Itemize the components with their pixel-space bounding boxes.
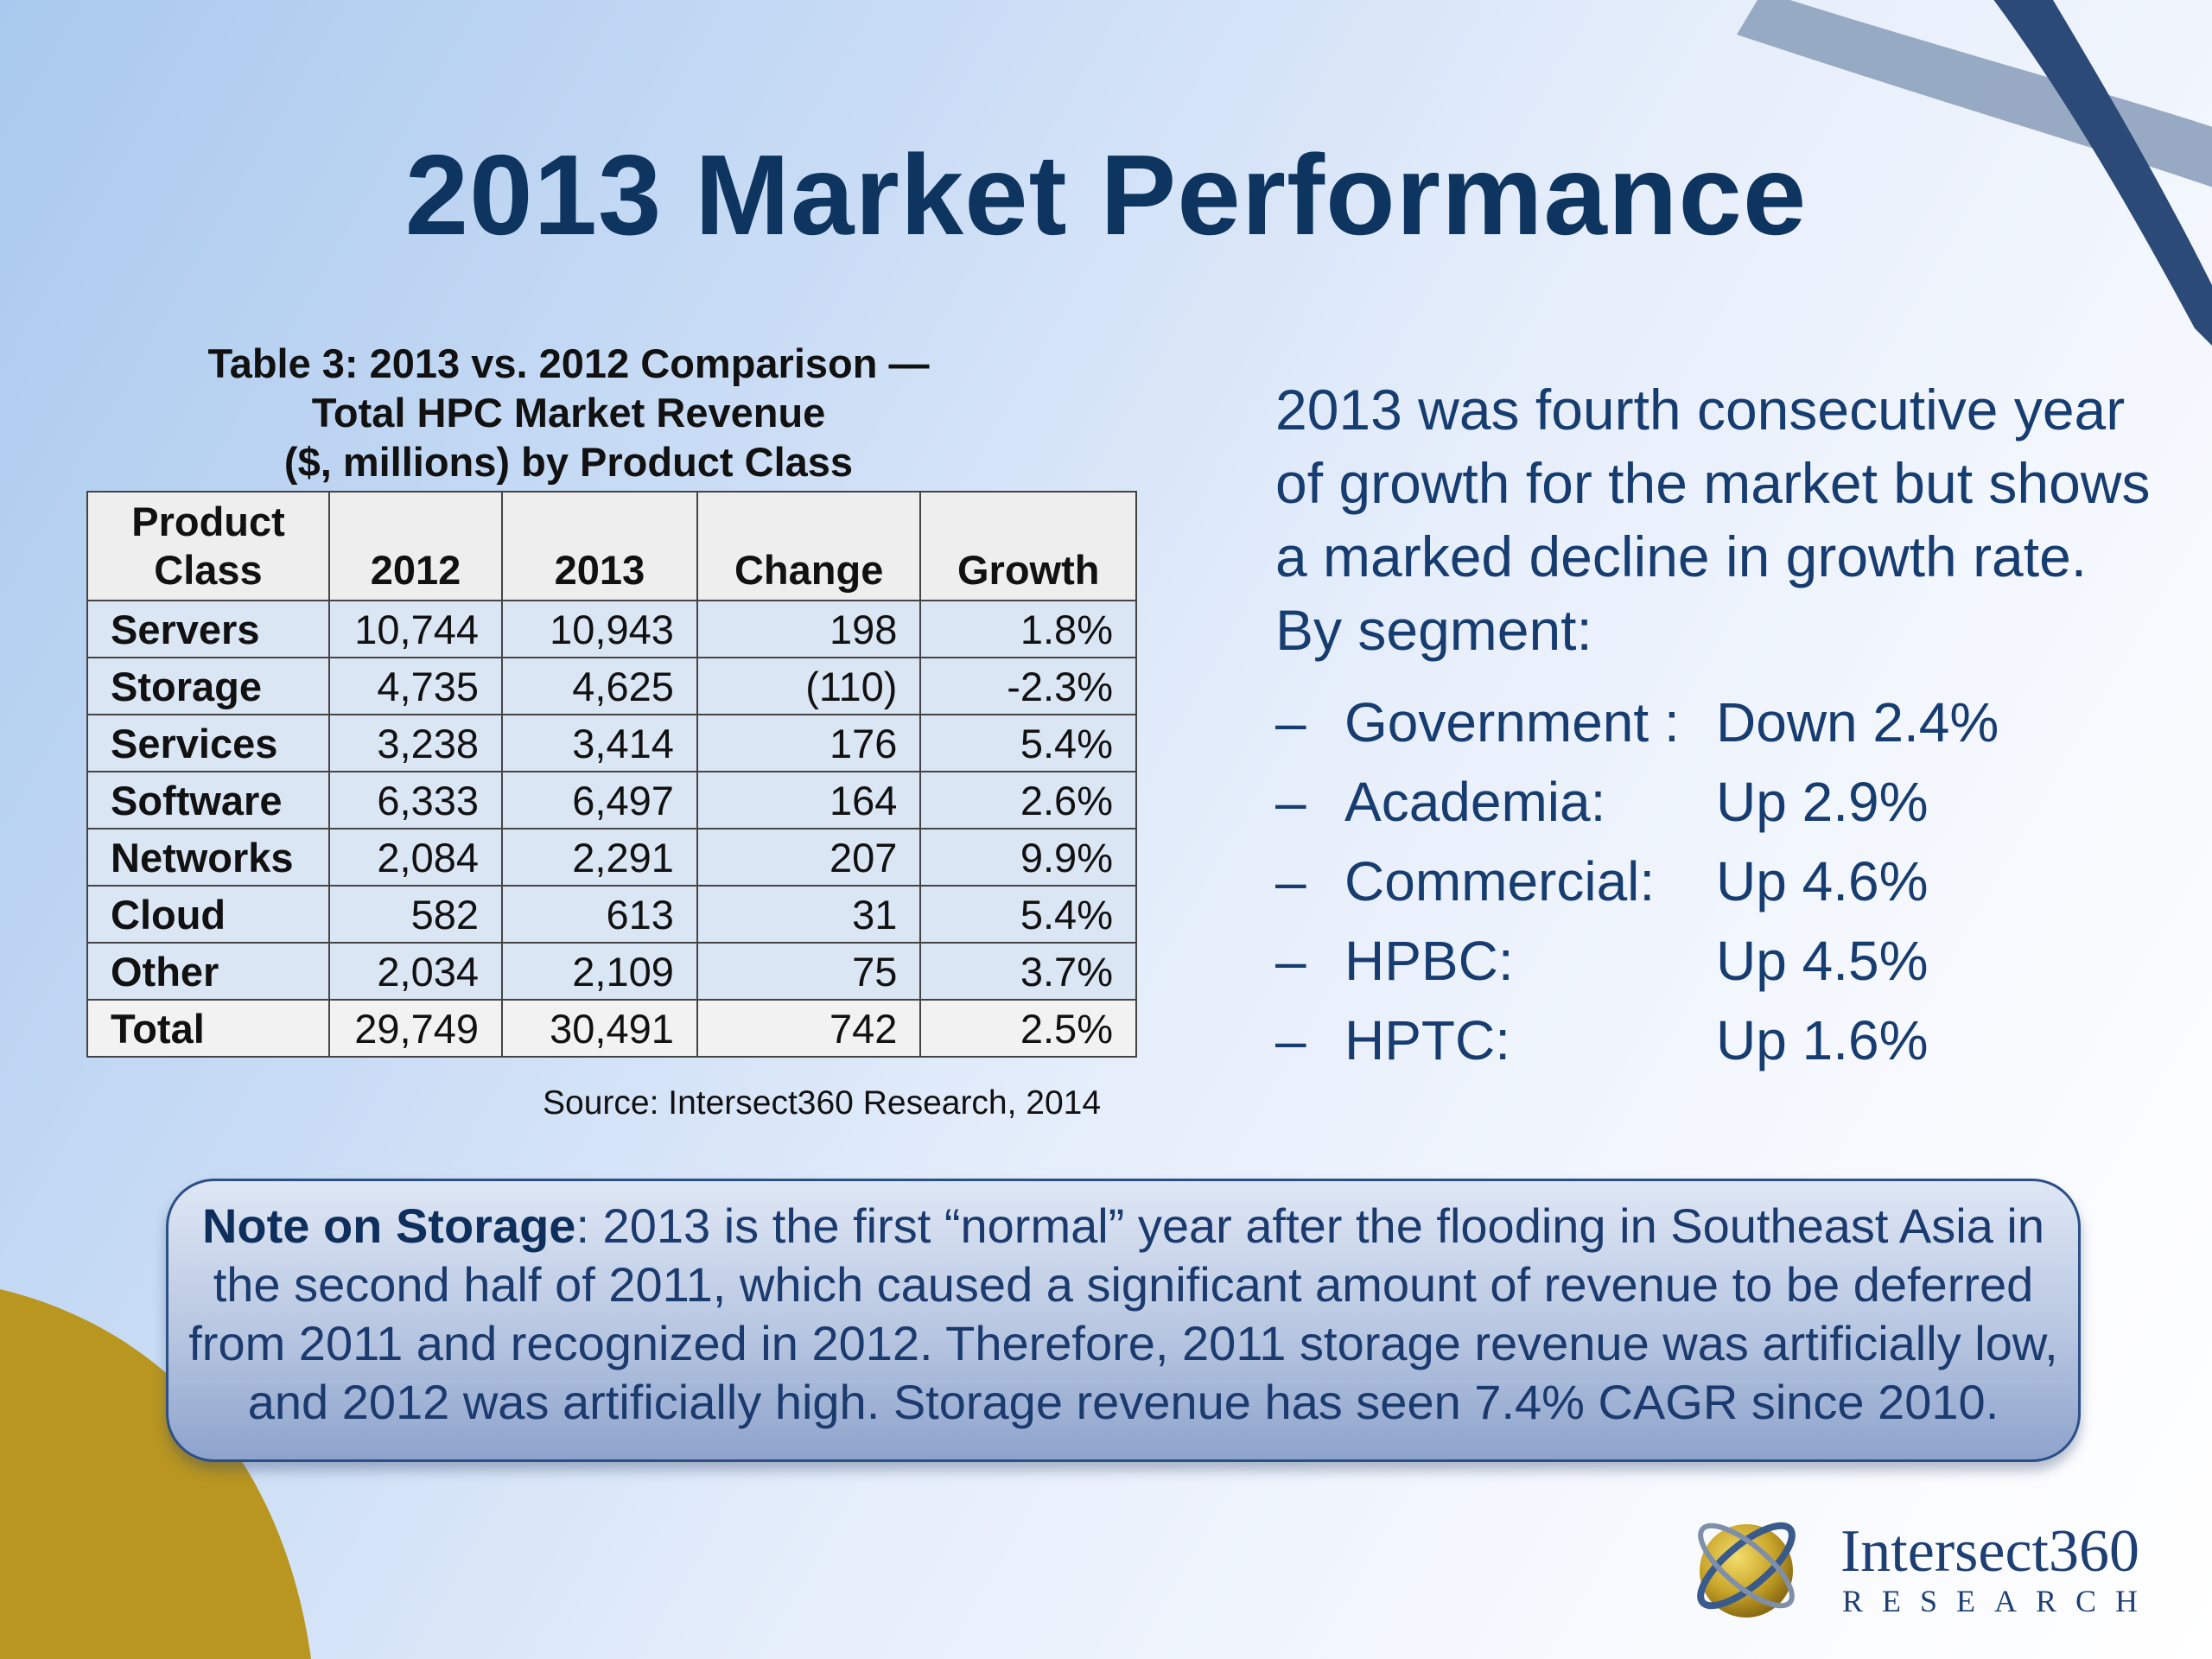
cell-2013: 613 — [501, 885, 698, 944]
row-label: Other — [86, 942, 330, 1001]
cell-growth: 5.4% — [919, 714, 1137, 772]
segment-name: Government : — [1344, 691, 1680, 753]
cell-growth: -2.3% — [919, 657, 1137, 715]
row-label: Storage — [86, 657, 330, 715]
segment-name: Academia: — [1344, 771, 1606, 833]
segment-value: Up 2.9% — [1716, 771, 1929, 833]
note-heading: Note on Storage — [201, 1198, 576, 1253]
table-row: Networks 2,084 2,291 207 9.9% — [86, 828, 1137, 887]
cell-2013: 6,497 — [501, 771, 698, 830]
header-2013: 2013 — [501, 491, 698, 601]
cell-2013: 2,291 — [501, 828, 698, 887]
cell-2012: 4,735 — [328, 657, 503, 715]
row-label: Servers — [86, 600, 330, 658]
header-product-class-line2: Class — [154, 547, 263, 593]
table-row: Storage 4,735 4,625 (110) -2.3% — [86, 657, 1137, 715]
total-growth: 2.5% — [919, 999, 1137, 1058]
segment-value: Up 4.5% — [1716, 930, 1929, 992]
segment-name: HPBC: — [1344, 930, 1514, 992]
cell-2012: 2,034 — [328, 942, 503, 1001]
row-label: Cloud — [86, 885, 330, 944]
table-row: Services 3,238 3,414 176 5.4% — [86, 714, 1137, 772]
segment-value: Up 4.6% — [1716, 850, 1929, 912]
cell-growth: 3.7% — [919, 942, 1137, 1001]
summary-text: 2013 was fourth consecutive year of grow… — [1275, 378, 2151, 662]
table-caption: Table 3: 2013 vs. 2012 Comparison — Tota… — [86, 339, 1051, 486]
revenue-table: Product Class 2012 2013 Change Growth Se… — [86, 491, 1137, 1058]
intersect360-logo: Intersect360 RESEARCH — [1681, 1503, 2165, 1633]
total-2013: 30,491 — [501, 999, 698, 1058]
segment-dash: – — [1275, 691, 1306, 753]
table-row: Software 6,333 6,497 164 2.6% — [86, 771, 1137, 830]
globe-logo-icon — [1697, 1522, 1796, 1618]
cell-2012: 6,333 — [328, 771, 503, 830]
header-2012: 2012 — [328, 491, 503, 601]
logo-name: Intersect360 — [1840, 1518, 2139, 1585]
note-body: : 2013 is the first “normal” year after … — [188, 1198, 2058, 1429]
table-row: Other 2,034 2,109 75 3.7% — [86, 942, 1137, 1001]
segment-list: – Government : Down 2.4% – Academia: Up … — [1275, 683, 2174, 1080]
cell-2012: 3,238 — [328, 714, 503, 772]
cell-change: 75 — [696, 942, 922, 1001]
header-growth: Growth — [919, 491, 1137, 601]
cell-change: 164 — [696, 771, 922, 830]
corner-swoosh-dark — [1993, 0, 2212, 346]
segment-item: – Government : Down 2.4% — [1275, 683, 2174, 762]
table-row: Servers 10,744 10,943 198 1.8% — [86, 600, 1137, 658]
table-header-row: Product Class 2012 2013 Change Growth — [86, 491, 1137, 601]
total-2012: 29,749 — [328, 999, 503, 1058]
header-product-class: Product Class — [86, 491, 330, 601]
cell-2013: 10,943 — [501, 600, 698, 658]
table-caption-line: ($, millions) by Product Class — [283, 439, 854, 485]
cell-growth: 9.9% — [919, 828, 1137, 887]
cell-growth: 1.8% — [919, 600, 1137, 658]
cell-2013: 3,414 — [501, 714, 698, 772]
segment-dash: – — [1275, 1009, 1306, 1071]
table-row: Cloud 582 613 31 5.4% — [86, 885, 1137, 944]
segment-item: – Commercial: Up 4.6% — [1275, 842, 2174, 921]
logo-subtitle: RESEARCH — [1842, 1584, 2158, 1618]
row-label: Software — [86, 771, 330, 830]
table-caption-line: Total HPC Market Revenue — [311, 390, 826, 435]
storage-note-box: Note on Storage: 2013 is the first “norm… — [166, 1179, 2081, 1462]
segment-item: – HPBC: Up 4.5% — [1275, 921, 2174, 1001]
table-source: Source: Intersect360 Research, 2014 — [543, 1084, 1102, 1122]
cell-change: (110) — [696, 657, 922, 715]
row-label: Networks — [86, 828, 330, 887]
cell-change: 207 — [696, 828, 922, 887]
cell-change: 198 — [696, 600, 922, 658]
segment-value: Down 2.4% — [1716, 691, 1999, 753]
header-change: Change — [696, 491, 922, 601]
cell-2012: 582 — [328, 885, 503, 944]
slide-title: 2013 Market Performance — [404, 131, 1808, 258]
table-total-row: Total 29,749 30,491 742 2.5% — [86, 999, 1137, 1058]
row-label: Services — [86, 714, 330, 772]
segment-dash: – — [1275, 771, 1306, 833]
segment-item: – Academia: Up 2.9% — [1275, 762, 2174, 842]
cell-2013: 4,625 — [501, 657, 698, 715]
table-caption-line: Table 3: 2013 vs. 2012 Comparison — — [207, 340, 930, 386]
total-label: Total — [86, 999, 330, 1058]
segment-name: Commercial: — [1344, 850, 1656, 912]
cell-2013: 2,109 — [501, 942, 698, 1001]
segment-name: HPTC: — [1344, 1009, 1510, 1071]
header-product-class-line1: Product — [131, 499, 285, 544]
segment-dash: – — [1275, 930, 1306, 992]
cell-2012: 10,744 — [328, 600, 503, 658]
segment-value: Up 1.6% — [1716, 1009, 1929, 1071]
cell-growth: 2.6% — [919, 771, 1137, 830]
cell-2012: 2,084 — [328, 828, 503, 887]
segment-dash: – — [1275, 850, 1306, 912]
total-change: 742 — [696, 999, 922, 1058]
segment-item: – HPTC: Up 1.6% — [1275, 1001, 2174, 1080]
cell-change: 176 — [696, 714, 922, 772]
cell-growth: 5.4% — [919, 885, 1137, 944]
cell-change: 31 — [696, 885, 922, 944]
gold-corner-arc — [0, 1289, 311, 1659]
